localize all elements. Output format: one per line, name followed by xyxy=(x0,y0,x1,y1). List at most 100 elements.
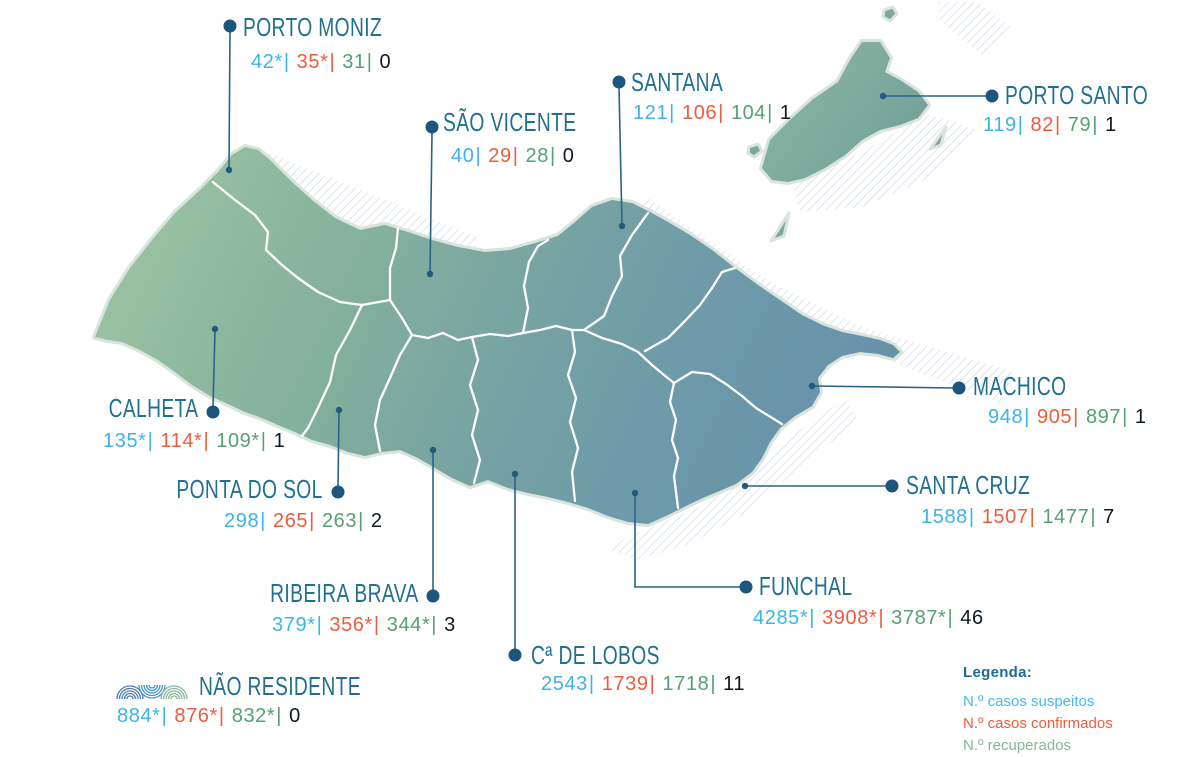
map-point-sao-vicente xyxy=(426,270,434,278)
legend-item-confirmed: N.º casos confirmados xyxy=(963,715,1113,732)
separator: | xyxy=(1073,406,1079,428)
municipality-name-santa-cruz: SANTA CRUZ xyxy=(906,470,1031,500)
map-point-santa-cruz xyxy=(741,482,749,490)
islets xyxy=(746,5,948,243)
value-confirmed: 876* xyxy=(174,705,218,727)
value-recovered: 109* xyxy=(216,430,260,452)
value-suspects: 379* xyxy=(272,614,316,636)
map-point-porto-moniz xyxy=(225,166,233,174)
separator: | xyxy=(366,51,373,73)
hatch-south-coast xyxy=(606,398,858,560)
value-recovered: 3787* xyxy=(891,607,947,629)
separator: | xyxy=(549,145,556,167)
callout-label-dots xyxy=(206,19,999,662)
value-confirmed: 82 xyxy=(1030,114,1054,136)
municipality-values-calheta: 135*| 114*| 109*| 1 xyxy=(103,430,285,453)
islet-north-tiny xyxy=(881,5,899,23)
municipality-name-porto-moniz: PORTO MONIZ xyxy=(243,12,383,42)
hatch-porto-santo-southeast xyxy=(793,114,978,212)
value-confirmed: 356* xyxy=(329,614,373,636)
value-deaths: 1 xyxy=(779,102,792,124)
separator: | xyxy=(1017,114,1024,136)
label-dot-funchal xyxy=(739,580,753,594)
separator: | xyxy=(147,430,154,452)
separator: | xyxy=(161,705,168,727)
municipality-values-santa-cruz: 1588| 1507| 1477| 7 xyxy=(921,506,1115,529)
separator: | xyxy=(358,510,364,532)
value-suspects: 1588 xyxy=(921,506,968,528)
label-dot-machico xyxy=(952,381,966,395)
municipality-values-sao-vicente: 40| 29| 28| 0 xyxy=(451,145,574,168)
label-dot-camara-de-lobos xyxy=(508,648,522,662)
value-suspects: 119 xyxy=(983,114,1017,136)
islet-southeast-of-porto-santo xyxy=(928,125,948,151)
value-deaths: 1 xyxy=(1134,406,1147,428)
municipality-name-camara-de-lobos: Cª DE LOBOS xyxy=(531,640,660,670)
legend-item-suspects: N.º casos suspeitos xyxy=(963,693,1095,710)
value-recovered: 104 xyxy=(730,102,767,124)
value-suspects: 298 xyxy=(224,510,260,532)
municipality-values-funchal: 4285*| 3908*| 3787*| 46 xyxy=(753,607,984,630)
value-suspects: 42* xyxy=(251,51,283,73)
separator: | xyxy=(309,510,315,532)
municipality-values-camara-de-lobos: 2543| 1739| 1718| 11 xyxy=(541,673,745,696)
municipality-values-porto-moniz: 42*| 35*| 31| 0 xyxy=(251,51,391,74)
separator: | xyxy=(283,51,290,73)
separator: | xyxy=(710,673,717,695)
municipality-name-funchal: FUNCHAL xyxy=(759,571,853,601)
border-sao-vicente-north xyxy=(521,238,550,335)
waves-icon xyxy=(116,684,188,700)
label-dot-ribeira-brava xyxy=(426,589,440,603)
value-recovered: 1477 xyxy=(1042,506,1090,528)
value-recovered: 832* xyxy=(231,705,276,727)
municipality-values-machico: 948| 905| 897| 1 xyxy=(988,406,1147,429)
value-deaths: 3 xyxy=(444,614,456,636)
hatch-porto-santo-northeast xyxy=(938,2,1012,58)
border-ponta-do-sol-ribeira-brava xyxy=(373,333,414,453)
municipality-values-nao-residente: 884*| 876*| 832*| 0 xyxy=(117,705,301,728)
municipality-borders xyxy=(211,180,784,510)
border-calheta-ponta-do-sol xyxy=(300,303,364,438)
label-dot-porto-moniz xyxy=(223,19,237,33)
value-suspects: 40 xyxy=(451,145,475,167)
label-dot-calheta xyxy=(206,405,220,419)
value-recovered: 263 xyxy=(321,510,358,532)
separator: | xyxy=(588,673,595,695)
separator: | xyxy=(947,607,954,629)
separator: | xyxy=(512,145,519,167)
label-dot-santana xyxy=(612,75,626,89)
separator: | xyxy=(373,614,380,636)
separator: | xyxy=(260,430,267,452)
map-point-camara-de-lobos xyxy=(511,470,519,478)
map-point-ribeira-brava xyxy=(429,446,437,454)
separator: | xyxy=(968,506,975,528)
separator: | xyxy=(1029,506,1036,528)
connector-ponta-do-sol xyxy=(337,410,340,488)
value-deaths: 1 xyxy=(273,430,286,452)
label-dot-sao-vicente xyxy=(425,120,439,134)
municipality-name-machico: MACHICO xyxy=(973,371,1067,401)
value-confirmed: 3908* xyxy=(822,607,878,629)
connector-sao-vicente xyxy=(429,132,433,275)
value-deaths: 11 xyxy=(723,673,746,695)
value-suspects: 2543 xyxy=(541,673,588,695)
municipality-values-ribeira-brava: 379*| 356*| 344*| 3 xyxy=(272,614,456,637)
value-deaths: 1 xyxy=(1104,114,1117,136)
value-deaths: 0 xyxy=(289,705,301,727)
separator: | xyxy=(276,705,283,727)
islet-desertas xyxy=(769,211,791,243)
value-deaths: 7 xyxy=(1103,506,1115,528)
municipality-values-porto-santo: 119| 82| 79| 1 xyxy=(983,114,1117,137)
value-confirmed: 35* xyxy=(296,51,329,73)
callout-connectors xyxy=(212,30,986,650)
border-central-east xyxy=(521,324,676,385)
value-recovered: 344* xyxy=(386,614,431,636)
connector-machico xyxy=(811,385,954,389)
hatch-northeast-coast xyxy=(628,198,1015,404)
municipality-name-sao-vicente: SÃO VICENTE xyxy=(443,107,577,137)
label-dot-porto-santo xyxy=(985,89,999,103)
border-funchal-santa-cruz xyxy=(668,381,680,510)
value-confirmed: 106 xyxy=(681,102,718,124)
